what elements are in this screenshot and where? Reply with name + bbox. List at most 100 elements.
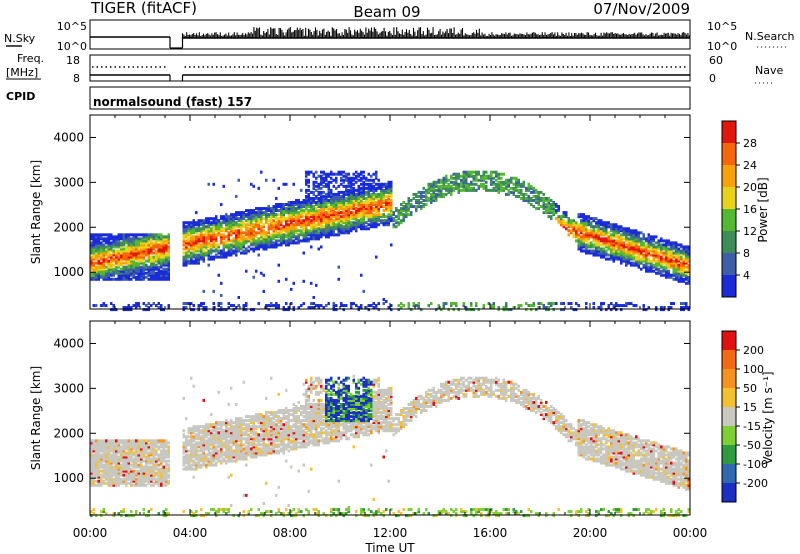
power-cell — [512, 306, 515, 310]
power-cell — [427, 188, 430, 192]
power-cell — [372, 172, 375, 176]
power-cell — [642, 247, 645, 251]
velocity-cell — [112, 443, 115, 447]
velocity-cell — [97, 457, 100, 461]
velocity-cell — [140, 461, 143, 465]
power-cell — [672, 277, 675, 281]
power-cell — [547, 203, 550, 207]
power-cell — [580, 245, 583, 249]
power-cell — [380, 203, 383, 207]
power-cell — [620, 237, 623, 241]
power-cell — [147, 249, 150, 253]
power-cell — [187, 253, 190, 257]
velocity-cell — [105, 445, 108, 449]
power-cell — [235, 251, 238, 255]
power-cell — [250, 211, 253, 215]
power-cell — [395, 215, 398, 219]
power-cell — [337, 233, 340, 237]
power-cell — [435, 196, 438, 200]
power-cell — [332, 196, 335, 200]
power-cell — [612, 225, 615, 229]
power-cell — [355, 196, 358, 200]
power-cell — [605, 223, 608, 227]
power-cell — [125, 308, 128, 312]
power-cell — [387, 184, 390, 188]
power-cell — [342, 200, 345, 204]
velocity-cell — [145, 463, 148, 467]
power-cell — [142, 273, 145, 277]
power-cell — [625, 251, 628, 255]
power-cell — [350, 229, 353, 233]
power-cell — [137, 237, 140, 241]
power-cell — [575, 225, 578, 229]
power-cell — [240, 233, 243, 237]
power-cell — [95, 257, 98, 261]
power-cell — [592, 245, 595, 249]
power-cell — [200, 251, 203, 255]
power-cell — [265, 239, 268, 243]
power-cell — [92, 237, 95, 241]
power-cell — [207, 227, 210, 231]
power-cell — [152, 302, 155, 306]
power-cell — [360, 306, 363, 310]
power-cell — [247, 217, 250, 221]
power-cell — [112, 257, 115, 261]
power-cell — [95, 251, 98, 255]
power-cell — [647, 269, 650, 273]
power-cell — [622, 247, 625, 251]
power-cell — [630, 241, 633, 245]
velocity-cell — [92, 455, 95, 459]
power-cell — [592, 249, 595, 253]
power-cell — [285, 277, 288, 281]
power-cell — [267, 207, 270, 211]
power-cell — [600, 249, 603, 253]
power-cell — [540, 302, 543, 306]
power-cell — [212, 231, 215, 235]
power-cell — [407, 198, 410, 202]
power-cell — [430, 192, 433, 196]
power-cell — [595, 235, 598, 239]
power-cell — [475, 304, 478, 308]
power-cell — [307, 211, 310, 215]
power-cell — [325, 174, 328, 178]
power-cell — [242, 237, 245, 241]
power-cell — [657, 251, 660, 255]
power-cell — [102, 255, 105, 259]
power-cell — [302, 215, 305, 219]
power-cell — [415, 200, 418, 204]
power-cell — [335, 304, 338, 308]
power-cell — [630, 231, 633, 235]
velocity-cell — [122, 510, 125, 514]
power-cell — [225, 253, 228, 257]
power-cell — [560, 219, 563, 223]
power-cell — [622, 304, 625, 308]
velocity-cell — [117, 463, 120, 467]
power-cell — [520, 192, 523, 196]
power-cell — [645, 263, 648, 267]
power-cell — [247, 213, 250, 217]
power-cell — [582, 235, 585, 239]
velocity-cell — [137, 481, 140, 485]
power-cell — [420, 194, 423, 198]
power-cell — [150, 269, 153, 273]
power-cell — [600, 233, 603, 237]
power-cell — [432, 180, 435, 184]
power-cell — [322, 227, 325, 231]
power-cell — [237, 247, 240, 251]
power-cell — [262, 235, 265, 239]
power-cell — [645, 255, 648, 259]
power-cell — [387, 192, 390, 196]
power-cell — [232, 225, 235, 229]
power-cell — [287, 203, 290, 207]
power-cell — [545, 196, 548, 200]
power-cell — [612, 245, 615, 249]
power-cell — [570, 231, 573, 235]
power-cell — [295, 213, 298, 217]
velocity-cell — [140, 459, 143, 463]
power-cell — [675, 267, 678, 271]
power-cell — [512, 192, 515, 196]
power-cell — [497, 308, 500, 312]
freq-trace — [90, 66, 690, 81]
power-cell — [212, 308, 215, 312]
power-cell — [125, 259, 128, 263]
